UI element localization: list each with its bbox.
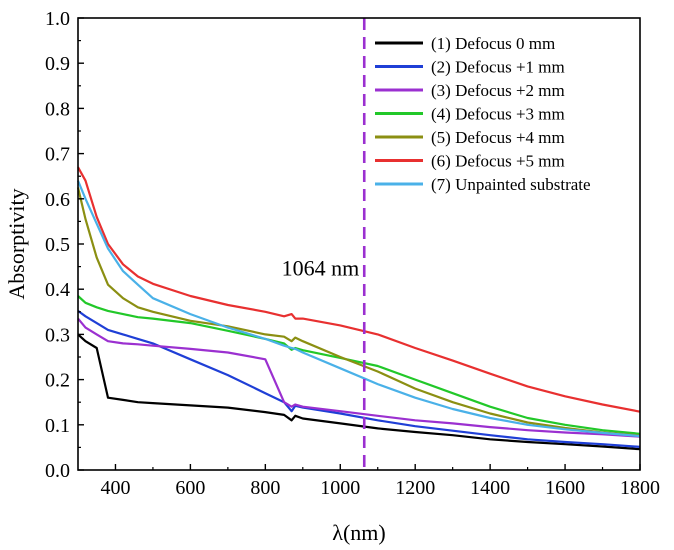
x-tick-label: 800	[250, 477, 280, 499]
x-axis-label: λ(nm)	[332, 520, 385, 545]
series-line-3	[77, 317, 641, 438]
series-line-2	[77, 310, 641, 448]
ticks-layer: 400 600 800 1000 1200 1400 1600 1800 0.0 0.1 0.2 0.…	[45, 8, 660, 499]
legend-label-6: (6) Defocus +5 mm	[431, 152, 565, 171]
legend-label-4: (4) Defocus +3 mm	[431, 105, 565, 124]
x-tick-label: 1800	[620, 477, 660, 499]
y-tick-label: 0.9	[45, 53, 70, 75]
series-line-5	[76, 187, 641, 437]
annotation-layer: 1064 nm	[282, 18, 366, 470]
legend: (1) Defocus 0 mm (2) Defocus +1 mm (3) Def…	[375, 34, 591, 194]
x-tick-label: 1400	[470, 477, 510, 499]
series-layer	[76, 166, 641, 451]
x-tick-label: 1000	[320, 477, 360, 499]
series-line-7	[76, 180, 641, 438]
series-line-1	[77, 333, 641, 451]
y-tick-label: 0.6	[45, 189, 70, 211]
legend-label-7: (7) Unpainted substrate	[431, 175, 591, 194]
legend-label-5: (5) Defocus +4 mm	[431, 128, 565, 147]
legend-label-1: (1) Defocus 0 mm	[431, 34, 555, 53]
y-tick-label: 0.3	[45, 324, 70, 346]
y-tick-label: 0.1	[45, 415, 70, 437]
y-axis-label: Absorptivity	[4, 188, 29, 299]
legend-label-3: (3) Defocus +2 mm	[431, 81, 565, 100]
y-tick-label: 0.2	[45, 370, 70, 392]
x-tick-label: 400	[100, 477, 130, 499]
legend-label-2: (2) Defocus +1 mm	[431, 58, 565, 77]
y-tick-label: 0.8	[45, 98, 70, 120]
marker-label: 1064 nm	[282, 256, 360, 281]
x-tick-label: 1200	[395, 477, 435, 499]
x-tick-label: 1600	[545, 477, 585, 499]
y-tick-label: 0.0	[45, 460, 70, 482]
series-line-4	[77, 295, 641, 435]
y-tick-label: 0.4	[45, 279, 70, 301]
y-tick-label: 0.5	[45, 234, 70, 256]
y-tick-label: 0.7	[45, 144, 70, 166]
x-tick-label: 600	[175, 477, 205, 499]
y-tick-label: 1.0	[45, 8, 70, 30]
series-line-6	[77, 166, 641, 413]
